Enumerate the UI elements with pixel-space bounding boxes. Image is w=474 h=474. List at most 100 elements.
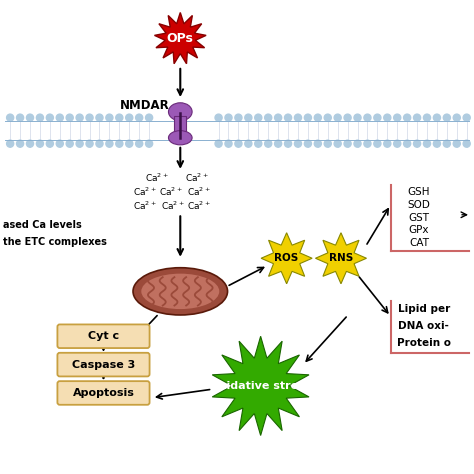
Text: Ca$^{2+}$: Ca$^{2+}$ [145, 172, 169, 184]
Text: ROS: ROS [274, 253, 299, 263]
Circle shape [264, 140, 272, 147]
Circle shape [7, 140, 14, 147]
Circle shape [27, 140, 34, 147]
Circle shape [384, 114, 391, 121]
Circle shape [423, 114, 430, 121]
Text: the ETC complexes: the ETC complexes [3, 237, 107, 247]
Circle shape [294, 114, 301, 121]
Circle shape [364, 114, 371, 121]
Text: GST: GST [409, 213, 429, 223]
Circle shape [354, 114, 361, 121]
Circle shape [344, 114, 351, 121]
Circle shape [284, 140, 292, 147]
Circle shape [364, 140, 371, 147]
Circle shape [215, 114, 222, 121]
Circle shape [215, 140, 222, 147]
Circle shape [56, 140, 64, 147]
Circle shape [76, 140, 83, 147]
Circle shape [274, 114, 282, 121]
Circle shape [403, 114, 410, 121]
Text: Ca$^{2+}$: Ca$^{2+}$ [187, 200, 211, 212]
Circle shape [374, 114, 381, 121]
Circle shape [423, 140, 430, 147]
Circle shape [126, 140, 133, 147]
Circle shape [66, 114, 73, 121]
Circle shape [463, 140, 470, 147]
FancyBboxPatch shape [57, 324, 150, 348]
Circle shape [116, 140, 123, 147]
Circle shape [7, 114, 14, 121]
Circle shape [413, 114, 420, 121]
Circle shape [76, 114, 83, 121]
Circle shape [394, 114, 401, 121]
Circle shape [96, 140, 103, 147]
Text: ased Ca levels: ased Ca levels [3, 220, 82, 230]
Circle shape [86, 140, 93, 147]
Circle shape [314, 114, 321, 121]
Circle shape [453, 140, 460, 147]
Circle shape [284, 114, 292, 121]
Circle shape [46, 140, 54, 147]
Circle shape [136, 114, 143, 121]
Circle shape [394, 140, 401, 147]
Circle shape [443, 140, 450, 147]
Ellipse shape [168, 103, 192, 121]
Circle shape [334, 140, 341, 147]
Circle shape [344, 140, 351, 147]
Circle shape [225, 140, 232, 147]
Circle shape [36, 114, 44, 121]
Text: OPs: OPs [167, 32, 194, 45]
Circle shape [106, 140, 113, 147]
Circle shape [403, 140, 410, 147]
Text: Ca$^{2+}$: Ca$^{2+}$ [185, 172, 209, 184]
Circle shape [116, 114, 123, 121]
Circle shape [324, 114, 331, 121]
Text: Ca$^{2+}$: Ca$^{2+}$ [133, 200, 157, 212]
Circle shape [255, 114, 262, 121]
Circle shape [304, 140, 311, 147]
Circle shape [96, 114, 103, 121]
Text: GPx: GPx [409, 225, 429, 236]
Circle shape [146, 140, 153, 147]
Circle shape [384, 140, 391, 147]
Text: Ca$^{2+}$: Ca$^{2+}$ [161, 200, 185, 212]
Text: DNA oxi-: DNA oxi- [398, 321, 449, 331]
Text: Oxidative stress: Oxidative stress [210, 381, 311, 391]
Ellipse shape [133, 268, 228, 315]
Circle shape [245, 114, 252, 121]
Circle shape [255, 140, 262, 147]
Circle shape [324, 140, 331, 147]
Polygon shape [212, 336, 309, 436]
Text: Lipid per: Lipid per [398, 304, 450, 314]
Circle shape [463, 114, 470, 121]
Circle shape [225, 114, 232, 121]
Polygon shape [155, 12, 206, 64]
Circle shape [433, 140, 440, 147]
Text: Ca$^{2+}$: Ca$^{2+}$ [133, 186, 157, 198]
Text: SOD: SOD [408, 200, 430, 210]
Circle shape [36, 140, 44, 147]
Bar [174, 116, 186, 139]
Circle shape [146, 114, 153, 121]
Circle shape [56, 114, 64, 121]
Text: Cyt c: Cyt c [88, 331, 119, 341]
Circle shape [235, 114, 242, 121]
Text: NMDAR: NMDAR [120, 99, 170, 112]
Circle shape [314, 140, 321, 147]
Text: Apoptosis: Apoptosis [73, 388, 135, 398]
Circle shape [374, 140, 381, 147]
Circle shape [433, 114, 440, 121]
Circle shape [235, 140, 242, 147]
Circle shape [453, 114, 460, 121]
Ellipse shape [141, 273, 219, 309]
Circle shape [126, 114, 133, 121]
Text: Caspase 3: Caspase 3 [72, 360, 135, 370]
Circle shape [106, 114, 113, 121]
Circle shape [17, 140, 24, 147]
Circle shape [294, 140, 301, 147]
Polygon shape [261, 233, 312, 284]
Circle shape [304, 114, 311, 121]
Circle shape [354, 140, 361, 147]
Circle shape [17, 114, 24, 121]
Circle shape [264, 114, 272, 121]
